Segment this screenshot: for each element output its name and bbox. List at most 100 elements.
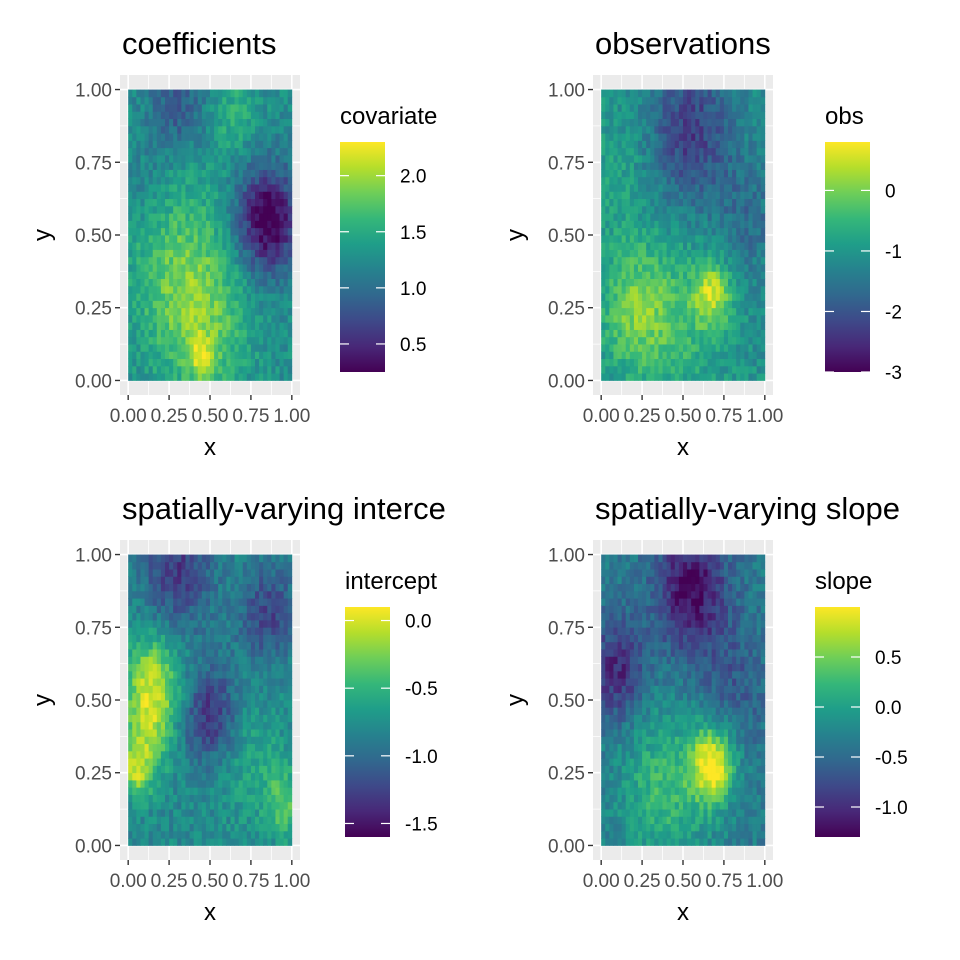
heatmap-cell (218, 365, 223, 374)
heatmap-cell (177, 256, 182, 265)
heatmap-cell (756, 315, 762, 323)
heatmap-cell (169, 721, 174, 730)
heatmap-cell (736, 315, 741, 323)
heatmap-cell (242, 227, 248, 236)
heatmap-cell (205, 147, 211, 156)
heatmap-cell (246, 620, 252, 628)
heatmap-cell (287, 373, 293, 381)
heatmap-cell (230, 670, 235, 679)
heatmap-cell (160, 89, 166, 98)
heatmap-cell (177, 285, 182, 294)
heatmap-cell (646, 213, 651, 221)
heatmap-cell (601, 823, 606, 832)
heatmap-cell (136, 365, 141, 374)
heatmap-cell (654, 249, 659, 258)
heatmap-cell (140, 365, 145, 374)
heatmap-cell (629, 271, 635, 280)
y-tick-label: 0.00 (75, 836, 112, 857)
heatmap-cell (633, 205, 639, 214)
heatmap-cell (156, 365, 162, 374)
heatmap-cell (181, 765, 186, 774)
heatmap-cell (234, 707, 240, 715)
heatmap-cell (683, 205, 688, 214)
heatmap-cell (250, 838, 256, 846)
heatmap-cell (617, 227, 623, 236)
heatmap-cell (683, 133, 688, 141)
heatmap-cell (177, 278, 182, 287)
heatmap-cell (674, 205, 680, 214)
heatmap-cell (271, 634, 276, 643)
heatmap-cell (662, 191, 668, 200)
heatmap-cell (246, 656, 252, 665)
heatmap-cell (193, 293, 199, 301)
heatmap-cell (160, 561, 166, 570)
heatmap-cell (160, 365, 166, 374)
heatmap-cell (169, 133, 174, 141)
heatmap-cell (601, 365, 606, 374)
heatmap-cell (703, 285, 708, 294)
heatmap-cell (132, 649, 137, 657)
heatmap-cell (271, 104, 276, 112)
heatmap-cell (283, 242, 289, 250)
heatmap-cell (259, 656, 264, 665)
heatmap-cell (205, 663, 211, 672)
heatmap-cell (144, 213, 150, 221)
heatmap-cell (128, 96, 133, 105)
heatmap-cell (242, 765, 248, 774)
heatmap-cell (214, 612, 219, 621)
heatmap-cell (707, 344, 713, 352)
heatmap-cell (238, 576, 244, 585)
heatmap-cell (173, 198, 178, 207)
heatmap-cell (160, 801, 166, 810)
heatmap-cell (173, 235, 178, 243)
heatmap-cell (255, 729, 260, 737)
heatmap-cell (230, 104, 235, 112)
heatmap-cell (683, 191, 688, 200)
heatmap-cell (169, 300, 174, 309)
heatmap-cell (601, 293, 606, 301)
heatmap-cell (165, 242, 170, 250)
heatmap-cell (263, 176, 268, 185)
heatmap-cell (136, 736, 141, 745)
heatmap-cell (255, 809, 260, 817)
heatmap-cell (136, 678, 141, 686)
heatmap-cell (275, 227, 280, 236)
heatmap-cell (234, 155, 240, 163)
heatmap-cell (666, 300, 672, 309)
heatmap-cell (128, 714, 133, 723)
heatmap-cell (267, 191, 272, 200)
heatmap-cell (625, 329, 631, 338)
heatmap-cell (210, 256, 215, 265)
heatmap-cell (214, 256, 219, 265)
heatmap-cell (238, 758, 244, 766)
heatmap-cell (259, 184, 264, 192)
heatmap-cell (214, 242, 219, 250)
heatmap-cell (263, 242, 268, 250)
heatmap-cell (152, 118, 158, 127)
heatmap-cell (658, 235, 663, 243)
heatmap-cell (259, 838, 264, 846)
heatmap-cell (193, 634, 199, 643)
heatmap-cell (201, 336, 207, 345)
heatmap-cell (756, 235, 762, 243)
heatmap-cell (259, 794, 264, 803)
heatmap-cell (674, 147, 680, 156)
heatmap-cell (214, 634, 219, 643)
heatmap-cell (670, 140, 676, 149)
heatmap-cell (169, 590, 174, 599)
heatmap-cell (250, 242, 256, 250)
heatmap-cell (625, 242, 631, 250)
heatmap-cell (210, 205, 215, 214)
heatmap-cell (132, 118, 137, 127)
heatmap-cell (193, 627, 199, 635)
heatmap-cell (210, 750, 215, 759)
heatmap-cell (148, 104, 154, 112)
heatmap-cell (687, 133, 692, 141)
heatmap-cell (621, 133, 627, 141)
heatmap-cell (246, 125, 252, 134)
heatmap-cell (695, 322, 700, 330)
heatmap-cell (719, 344, 725, 352)
heatmap-cell (642, 322, 647, 330)
heatmap-cell (275, 707, 280, 715)
heatmap-cell (711, 140, 717, 149)
